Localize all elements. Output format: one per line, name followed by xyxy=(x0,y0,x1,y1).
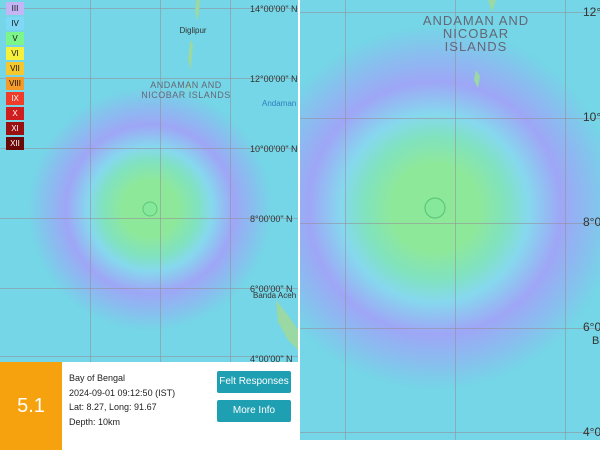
event-location: Lat: 8.27, Long: 91.67 xyxy=(69,402,157,412)
place-label: Diglipur xyxy=(179,26,207,35)
latitude-label: 8°00'00" N xyxy=(583,215,600,229)
more-info-button[interactable]: More Info xyxy=(217,400,291,422)
grid-line xyxy=(160,0,161,362)
grid-line xyxy=(300,432,600,433)
latitude-label: 4°00'00" N xyxy=(583,425,600,439)
divider xyxy=(298,0,300,450)
grid-line xyxy=(0,8,298,9)
latitude-label: 12°00'00" N xyxy=(250,74,298,84)
grid-line xyxy=(455,0,456,440)
grid-line xyxy=(0,356,298,357)
intensity-legend-item: X xyxy=(6,107,24,120)
event-depth: Depth: 10km xyxy=(69,417,121,427)
latitude-label: 10°00'00" N xyxy=(583,110,600,124)
intensity-legend-item: VII xyxy=(6,62,24,75)
place-label: Banda Aceh xyxy=(253,291,297,300)
latitude-label: 6°00'00" N xyxy=(583,320,600,334)
latitude-label: 10°00'00" N xyxy=(250,144,298,154)
grid-line xyxy=(230,0,231,362)
grid-line xyxy=(300,223,600,224)
felt-responses-button[interactable]: Felt Responses xyxy=(217,371,291,393)
grid-line xyxy=(300,12,600,13)
intensity-legend-item: IV xyxy=(6,17,24,30)
intensity-legend-item: XII xyxy=(6,137,24,150)
intensity-legend-item: V xyxy=(6,32,24,45)
grid-line xyxy=(345,0,346,440)
right-map[interactable]: ANDAMAN AND NICOBAR ISLANDS Banda Aceh 1… xyxy=(300,0,600,440)
magnitude-badge: 5.1 xyxy=(0,362,62,450)
latitude-label: 14°00'00" N xyxy=(250,4,298,14)
land xyxy=(424,0,496,219)
intensity-legend-item: III xyxy=(6,2,24,15)
intensity-legend-item: VI xyxy=(6,47,24,60)
land xyxy=(142,0,298,350)
latitude-label: 12°00'00" N xyxy=(583,5,600,19)
grid-line xyxy=(90,0,91,362)
latitude-label: 6°00'00" N xyxy=(250,284,293,294)
place-label: Banda Aceh xyxy=(592,335,600,347)
intensity-legend-item: IX xyxy=(6,92,24,105)
grid-line xyxy=(300,118,600,119)
grid-line xyxy=(0,218,298,219)
latitude-label: 4°00'00" N xyxy=(250,354,293,362)
latitude-label: 8°00'00" N xyxy=(250,214,293,224)
intensity-legend-item: VIII xyxy=(6,77,24,90)
intensity-shading xyxy=(300,0,600,440)
intensity-shading xyxy=(0,0,298,362)
region: Bay of Bengal xyxy=(69,373,126,383)
left-map[interactable]: al Diglipur ANDAMAN AND NICOBAR ISLANDS … xyxy=(0,0,298,362)
grid-line xyxy=(0,288,298,289)
grid-line xyxy=(300,328,600,329)
intensity-legend-item: XI xyxy=(6,122,24,135)
place-label: ANDAMAN AND NICOBAR ISLANDS xyxy=(422,13,530,54)
grid-line xyxy=(0,148,298,149)
grid-line xyxy=(565,0,566,440)
event-card[interactable]: 5.1 Bay of Bengal 2024-09-01 09:12:50 (I… xyxy=(0,362,298,450)
event-time: 2024-09-01 09:12:50 (IST) xyxy=(69,388,176,398)
grid-line xyxy=(0,78,298,79)
place-label: ANDAMAN AND NICOBAR ISLANDS xyxy=(141,80,231,100)
place-label: Andaman xyxy=(262,99,297,108)
